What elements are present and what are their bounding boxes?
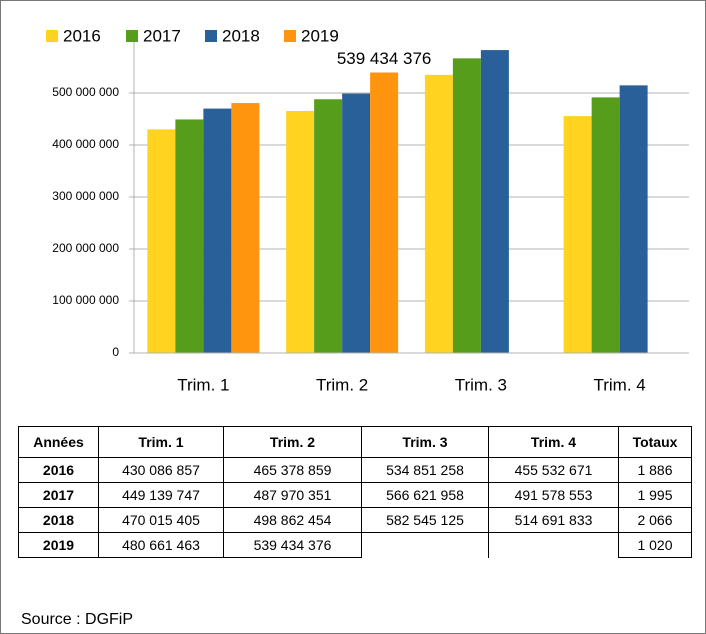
bar [286, 111, 315, 353]
table-cell: 1 020 [618, 532, 692, 558]
bar [147, 129, 176, 353]
bar [314, 99, 343, 353]
y-tick-label: 200 000 000 [52, 241, 119, 255]
x-tick-label: Trim. 2 [316, 375, 368, 394]
source: Source : DGFiP [21, 611, 134, 628]
table-cell: 582 545 125 [361, 507, 489, 533]
table-cell: 2019 [18, 532, 99, 558]
bar [231, 103, 260, 354]
data-label: 539 434 376 [337, 49, 432, 68]
x-tick-label: Trim. 4 [593, 375, 645, 394]
legend-label: 2019 [301, 26, 339, 45]
legend-swatch [205, 30, 217, 42]
table-row: 2019 480 661 463 539 434 376 1 020 [18, 532, 692, 558]
legend-swatch [46, 30, 58, 42]
bar [563, 116, 592, 353]
table-cell: 539 434 376 [223, 532, 362, 558]
table-cell: 470 015 405 [98, 507, 224, 533]
table-cell: 498 862 454 [223, 507, 362, 533]
header-cell: Trim. 4 [488, 426, 619, 458]
legend-label: 2018 [222, 26, 260, 45]
table-cell [488, 532, 619, 558]
table-cell: 566 621 958 [361, 482, 489, 508]
table-row: 2018 470 015 405 498 862 454 582 545 125 514… [18, 507, 692, 533]
legend-label: 2017 [143, 26, 181, 45]
header-cell: Années [18, 426, 99, 458]
chart: 0 100 000 000 200 000 000 300 000 000 400 00… [46, 26, 689, 394]
bar [452, 58, 481, 354]
table-cell: 1 995 [618, 482, 692, 508]
header-cell: Trim. 3 [361, 426, 489, 458]
y-tick-label: 400 000 000 [52, 137, 119, 151]
data-table: Années Trim. 1 Trim. 2 Trim. 3 Trim. 4 Totaux… [18, 426, 692, 558]
table-cell: 449 139 747 [98, 482, 224, 508]
y-tick-label: 500 000 000 [52, 85, 119, 99]
table-cell: 491 578 553 [488, 482, 619, 508]
header-cell: Trim. 1 [98, 426, 224, 458]
x-tick-label: Trim. 1 [177, 375, 229, 394]
x-tick-label: Trim. 3 [455, 375, 507, 394]
header-cell: Trim. 2 [223, 426, 362, 458]
y-tick-label: 300 000 000 [52, 189, 119, 203]
bar [591, 97, 620, 353]
table-row: 2016 430 086 857 465 378 859 534 851 258 455… [18, 457, 692, 483]
table-cell: 487 970 351 [223, 482, 362, 508]
table-cell: 2016 [18, 457, 99, 483]
legend-label: 2016 [63, 26, 101, 45]
table-cell: 2018 [18, 507, 99, 533]
legend-swatch [284, 30, 296, 42]
bar [175, 119, 204, 354]
bar [619, 85, 648, 354]
table-cell: 465 378 859 [223, 457, 362, 483]
table-cell: 1 886 [618, 457, 692, 483]
bar [480, 50, 509, 353]
legend-swatch [126, 30, 138, 42]
table-cell: 514 691 833 [488, 507, 619, 533]
bar [424, 74, 453, 353]
header-cell: Totaux [618, 426, 692, 458]
table-cell: 2 066 [618, 507, 692, 533]
bar [370, 72, 399, 353]
table-cell: 2017 [18, 482, 99, 508]
bar [342, 93, 371, 353]
table-cell: 430 086 857 [98, 457, 224, 483]
table-cell [361, 532, 489, 558]
table-cell: 534 851 258 [361, 457, 489, 483]
table-cell: 480 661 463 [98, 532, 224, 558]
table-cell: 455 532 671 [488, 457, 619, 483]
bar [203, 108, 232, 354]
y-tick-label: 0 [112, 345, 119, 359]
table-row: 2017 449 139 747 487 970 351 566 621 958 491… [18, 482, 692, 508]
y-tick-label: 100 000 000 [52, 293, 119, 307]
